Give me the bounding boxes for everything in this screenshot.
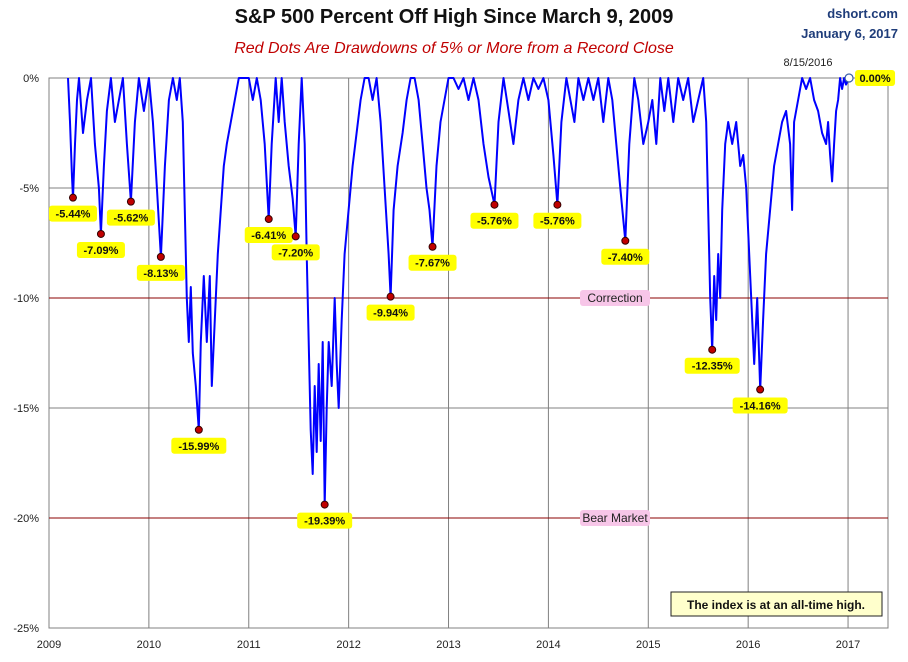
drawdown-label-bg bbox=[271, 244, 320, 261]
drawdown-marker bbox=[428, 242, 437, 251]
drawdown-label-bg bbox=[684, 357, 740, 374]
reference-label: Bear Market bbox=[582, 511, 648, 525]
source-label: dshort.com bbox=[827, 6, 898, 21]
drawdown-label-text: -7.67% bbox=[415, 258, 450, 270]
x-tick-label: 2017 bbox=[836, 639, 860, 651]
drawdown-label-text: -5.76% bbox=[540, 216, 575, 228]
y-tick-label: -5% bbox=[19, 183, 39, 195]
x-tick-label: 2014 bbox=[536, 639, 560, 651]
drawdown-label-bg bbox=[297, 512, 353, 529]
date-label: January 6, 2017 bbox=[801, 26, 898, 41]
drawdown-label-text: -15.99% bbox=[178, 441, 219, 453]
drawdown-label: -19.39% bbox=[297, 512, 353, 529]
drawdown-label: -5.76% bbox=[533, 212, 582, 229]
drawdown-label-bg bbox=[48, 205, 97, 222]
note-box bbox=[670, 591, 883, 617]
drawdown-marker bbox=[621, 236, 630, 245]
series-line bbox=[67, 77, 850, 506]
drawdown-label-text: -9.94% bbox=[373, 308, 408, 320]
drawdown-label: -5.44% bbox=[48, 205, 97, 222]
x-tick-label: 2016 bbox=[736, 639, 760, 651]
drawdown-label: -7.20% bbox=[271, 244, 320, 261]
drawdown-label-text: -7.20% bbox=[278, 247, 313, 259]
drawdown-label: -14.16% bbox=[732, 397, 788, 414]
reference-label: Correction bbox=[587, 291, 642, 305]
drawdown-label: -15.99% bbox=[171, 437, 227, 454]
drawdown-label: -5.76% bbox=[470, 212, 519, 229]
drawdown-marker bbox=[490, 200, 499, 209]
drawdown-label-bg bbox=[244, 227, 293, 244]
y-tick-label: -10% bbox=[13, 293, 39, 305]
note-text: The index is at an all-time high. bbox=[687, 598, 865, 612]
y-tick-label: -20% bbox=[13, 513, 39, 525]
current-point-label: 0.00% bbox=[859, 73, 890, 85]
drawdown-marker bbox=[264, 215, 273, 224]
drawdown-label-bg bbox=[76, 241, 125, 258]
reference-label-bg bbox=[580, 510, 650, 526]
chart-subtitle: Red Dots Are Drawdowns of 5% or More fro… bbox=[234, 40, 674, 57]
y-tick-label: 0% bbox=[23, 73, 39, 85]
drawdown-label-text: -6.41% bbox=[251, 230, 286, 242]
drawdown-marker bbox=[194, 425, 203, 434]
drawdown-marker bbox=[553, 200, 562, 209]
current-point-marker bbox=[844, 73, 854, 83]
drawdown-label: -7.40% bbox=[601, 248, 650, 265]
drawdown-label-text: -7.09% bbox=[84, 245, 119, 257]
drawdown-label-bg bbox=[136, 264, 185, 281]
drawdown-label: -6.41% bbox=[244, 227, 293, 244]
drawdown-marker bbox=[126, 197, 135, 206]
x-tick-label: 2009 bbox=[37, 639, 61, 651]
x-tick-label: 2011 bbox=[237, 639, 261, 651]
current-point-label-bg bbox=[855, 70, 896, 86]
drawdown-label: -8.13% bbox=[136, 264, 185, 281]
high-date-label: 8/15/2016 bbox=[784, 57, 833, 69]
drawdown-label-bg bbox=[732, 397, 788, 414]
drawdown-label-text: -8.13% bbox=[143, 268, 178, 280]
drawdown-label-text: -5.62% bbox=[113, 213, 148, 225]
y-tick-label: -15% bbox=[13, 403, 39, 415]
reference-label-bg bbox=[580, 290, 650, 306]
drawdown-label-bg bbox=[366, 304, 415, 321]
x-tick-label: 2010 bbox=[137, 639, 161, 651]
drawdown-label-text: -7.40% bbox=[608, 252, 643, 264]
x-tick-label: 2015 bbox=[636, 639, 660, 651]
drawdown-marker bbox=[320, 500, 329, 509]
drawdown-label: -7.09% bbox=[76, 241, 125, 258]
x-tick-label: 2012 bbox=[336, 639, 360, 651]
drawdown-label-bg bbox=[408, 254, 457, 271]
drawdown-label-text: -14.16% bbox=[740, 401, 781, 413]
drawdown-label-text: -19.39% bbox=[304, 516, 345, 528]
drawdown-label: -5.62% bbox=[106, 209, 155, 226]
drawdown-marker bbox=[156, 252, 165, 261]
drawdown-marker bbox=[386, 292, 395, 301]
drawdown-label-text: -5.44% bbox=[56, 209, 91, 221]
drawdown-label-bg bbox=[533, 212, 582, 229]
drawdown-label-bg bbox=[601, 248, 650, 265]
drawdown-marker bbox=[291, 232, 300, 241]
drawdown-marker bbox=[708, 345, 717, 354]
drawdown-label: -12.35% bbox=[684, 357, 740, 374]
drawdown-label: -9.94% bbox=[366, 304, 415, 321]
drawdown-label-text: -12.35% bbox=[692, 361, 733, 373]
drawdown-marker bbox=[756, 385, 765, 394]
drawdown-marker bbox=[68, 193, 77, 202]
y-tick-label: -25% bbox=[13, 623, 39, 635]
chart-title: S&P 500 Percent Off High Since March 9, … bbox=[234, 6, 674, 28]
drawdown-marker bbox=[96, 229, 105, 238]
drawdown-label-text: -5.76% bbox=[477, 216, 512, 228]
drawdown-label-bg bbox=[171, 437, 227, 454]
drawdown-label-bg bbox=[106, 209, 155, 226]
drawdown-label-bg bbox=[470, 212, 519, 229]
x-tick-label: 2013 bbox=[436, 639, 460, 651]
drawdown-label: -7.67% bbox=[408, 254, 457, 271]
